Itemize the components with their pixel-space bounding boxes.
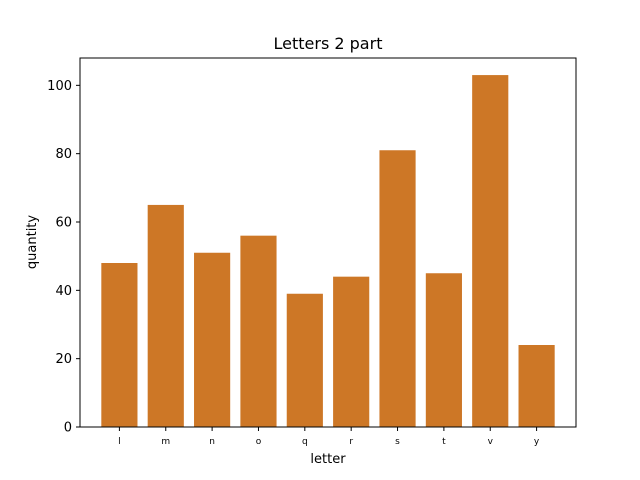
x-tick-label: m bbox=[161, 437, 170, 447]
y-tick-label: 0 bbox=[64, 421, 72, 436]
x-axis-label: letter bbox=[310, 452, 346, 467]
x-tick-label: r bbox=[349, 437, 353, 447]
x-tick-label: q bbox=[302, 437, 308, 447]
bar-n bbox=[194, 252, 231, 427]
bars-group bbox=[101, 75, 555, 427]
bar-v bbox=[472, 75, 509, 427]
x-tick-label: v bbox=[488, 437, 494, 447]
bar-q bbox=[286, 293, 323, 427]
x-tick-label: l bbox=[118, 437, 121, 447]
bar-l bbox=[101, 263, 138, 427]
bar-r bbox=[333, 276, 370, 427]
plot-frame bbox=[79, 57, 577, 428]
x-tick-label: t bbox=[442, 437, 446, 447]
bar-y bbox=[518, 345, 555, 427]
x-tick-label: n bbox=[209, 437, 215, 447]
y-tick-label: 40 bbox=[55, 284, 72, 299]
y-tick-label: 60 bbox=[55, 216, 72, 231]
y-tick-label: 80 bbox=[55, 147, 72, 162]
y-tick-label: 20 bbox=[55, 352, 72, 367]
x-tick-label: o bbox=[256, 437, 262, 447]
chart-title: Letters 2 part bbox=[274, 34, 383, 53]
bar-m bbox=[147, 204, 184, 427]
bar-s bbox=[379, 150, 416, 427]
x-tick-label: y bbox=[534, 437, 540, 447]
y-axis: 0 20 40 60 80 100 bbox=[47, 79, 80, 436]
y-axis-label: quantity bbox=[25, 215, 40, 270]
bar-t bbox=[425, 273, 462, 427]
x-tick-label: s bbox=[395, 437, 400, 447]
y-tick-label: 100 bbox=[47, 79, 72, 94]
bar-o bbox=[240, 235, 277, 427]
